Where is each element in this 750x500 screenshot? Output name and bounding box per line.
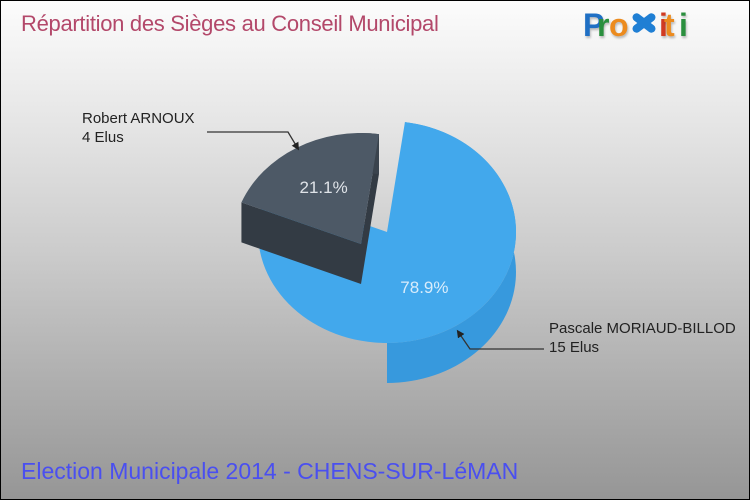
svg-text:78.9%: 78.9% (400, 278, 448, 297)
svg-text:21.1%: 21.1% (299, 178, 347, 197)
